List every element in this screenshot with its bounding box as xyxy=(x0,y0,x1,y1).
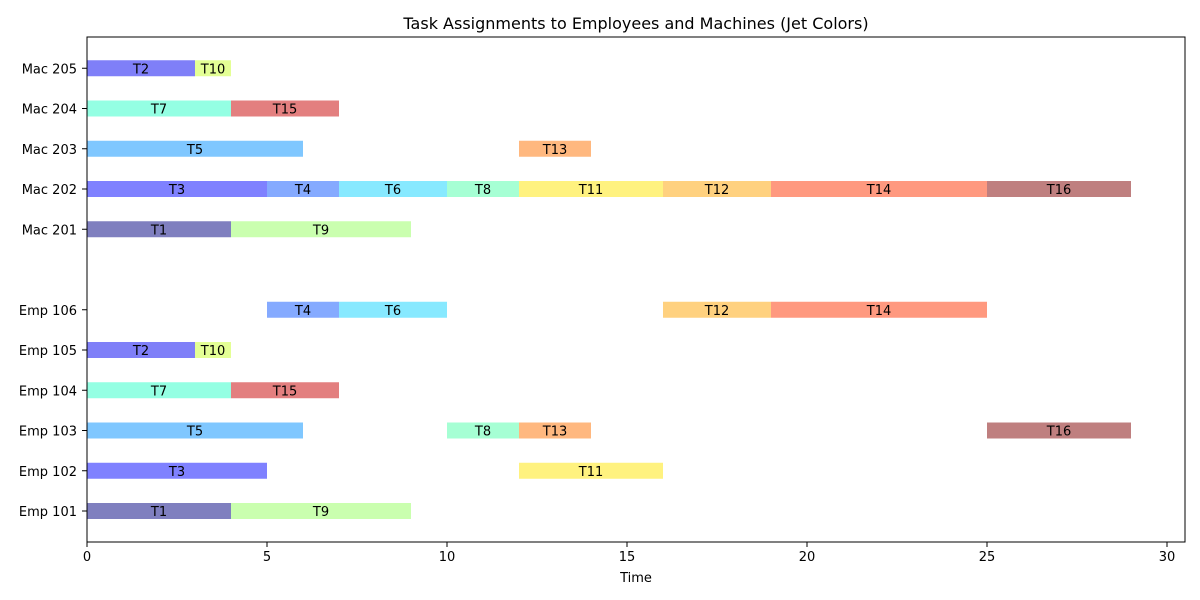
bar-label-t2: T2 xyxy=(132,62,149,77)
bar-label-t13: T13 xyxy=(542,143,567,158)
y-tick-label: Emp 104 xyxy=(19,384,77,399)
bar-label-t3: T3 xyxy=(168,183,185,198)
bar-label-t9: T9 xyxy=(312,223,329,238)
bar-label-t7: T7 xyxy=(150,103,167,118)
bar-mac-204-t15 xyxy=(231,100,339,117)
y-tick-label: Mac 202 xyxy=(22,183,77,198)
bar-label-t11: T11 xyxy=(578,183,603,198)
bars-layer: T1 T9 T3 T11 T5 T8 T13 T16 T7 T15 T2 T10 T4 T6 T12 T14 T… xyxy=(87,60,1131,520)
y-tick-label: Mac 203 xyxy=(22,143,77,158)
bar-label-t5: T5 xyxy=(186,143,203,158)
bar-label-t10: T10 xyxy=(200,62,225,77)
bar-emp-106-t12 xyxy=(663,301,771,318)
bar-mac-203-t5 xyxy=(87,140,303,157)
bar-emp-101-t9 xyxy=(231,503,411,519)
bar-label-t10: T10 xyxy=(200,344,225,359)
bar-emp-105-t10 xyxy=(195,342,231,358)
bar-label-t14: T14 xyxy=(866,304,891,319)
bar-mac-202-t8 xyxy=(447,181,519,197)
bar-emp-103-t13 xyxy=(519,422,591,439)
bar-mac-201-t1 xyxy=(87,221,231,238)
y-tick-label: Emp 103 xyxy=(19,425,77,440)
bar-label-t4: T4 xyxy=(294,304,311,319)
bar-label-t8: T8 xyxy=(474,183,491,198)
bar-mac-203-t13 xyxy=(519,140,591,157)
bar-label-t8: T8 xyxy=(474,425,491,440)
bar-emp-104-t7 xyxy=(87,382,231,399)
bar-label-t9: T9 xyxy=(312,505,329,520)
bar-emp-103-t8 xyxy=(447,422,519,439)
bar-label-t14: T14 xyxy=(866,183,891,198)
y-tick-label: Mac 205 xyxy=(22,62,77,77)
bar-mac-205-t10 xyxy=(195,60,231,77)
bar-label-t11: T11 xyxy=(578,465,603,480)
bar-emp-102-t11 xyxy=(519,462,663,479)
y-tick-label: Mac 201 xyxy=(22,223,77,238)
bar-mac-202-t12 xyxy=(663,181,771,197)
bar-label-t4: T4 xyxy=(294,183,311,198)
y-axis: Emp 101 Emp 102 Emp 103 Emp 104 Emp 105 Emp 1… xyxy=(19,62,87,520)
bar-emp-106-t6 xyxy=(339,301,447,318)
x-tick-label: 10 xyxy=(439,550,456,565)
bar-emp-105-t2 xyxy=(87,342,195,358)
y-tick-label: Emp 105 xyxy=(19,344,77,359)
y-tick-label: Mac 204 xyxy=(22,103,77,118)
bar-label-t7: T7 xyxy=(150,384,167,399)
x-tick-label: 15 xyxy=(619,550,636,565)
bar-mac-202-t16 xyxy=(987,181,1131,197)
y-tick-label: Emp 102 xyxy=(19,465,77,480)
bar-emp-102-t3 xyxy=(87,462,267,479)
bar-mac-201-t9 xyxy=(231,221,411,238)
x-tick-label: 20 xyxy=(799,550,816,565)
x-tick-label: 30 xyxy=(1159,550,1176,565)
plot-area-frame xyxy=(86,36,1186,543)
x-tick-label: 25 xyxy=(979,550,996,565)
y-tick-label: Emp 101 xyxy=(19,505,77,520)
bar-label-t3: T3 xyxy=(168,465,185,480)
bar-mac-202-t3 xyxy=(87,181,267,197)
x-tick-label: 0 xyxy=(83,550,91,565)
bar-emp-106-t14 xyxy=(771,301,987,318)
bar-mac-202-t6 xyxy=(339,181,447,197)
bar-emp-103-t16 xyxy=(987,422,1131,439)
bar-label-t5: T5 xyxy=(186,425,203,440)
bar-label-t16: T16 xyxy=(1046,183,1071,198)
bar-mac-202-t14 xyxy=(771,181,987,197)
bar-emp-103-t5 xyxy=(87,422,303,439)
bar-label-t13: T13 xyxy=(542,425,567,440)
bar-emp-101-t1 xyxy=(87,503,231,519)
x-axis-label: Time xyxy=(619,571,652,586)
x-tick-label: 5 xyxy=(263,550,271,565)
bar-label-t12: T12 xyxy=(704,183,729,198)
bar-label-t6: T6 xyxy=(384,183,401,198)
bar-label-t12: T12 xyxy=(704,304,729,319)
bar-label-t1: T1 xyxy=(150,223,167,238)
bar-mac-205-t2 xyxy=(87,60,195,77)
x-axis: 0 5 10 15 20 25 30 xyxy=(83,542,1175,565)
bar-label-t6: T6 xyxy=(384,304,401,319)
bar-label-t15: T15 xyxy=(272,384,297,399)
bar-label-t15: T15 xyxy=(272,103,297,118)
bar-emp-104-t15 xyxy=(231,382,339,399)
bar-label-t2: T2 xyxy=(132,344,149,359)
bar-mac-202-t4 xyxy=(267,181,339,197)
chart-title: Task Assignments to Employees and Machin… xyxy=(402,14,868,33)
bar-label-t1: T1 xyxy=(150,505,167,520)
bar-label-t16: T16 xyxy=(1046,425,1071,440)
bar-mac-202-t11 xyxy=(519,181,663,197)
y-tick-label: Emp 106 xyxy=(19,304,77,319)
bar-emp-106-t4 xyxy=(267,301,339,318)
bar-mac-204-t7 xyxy=(87,100,231,117)
